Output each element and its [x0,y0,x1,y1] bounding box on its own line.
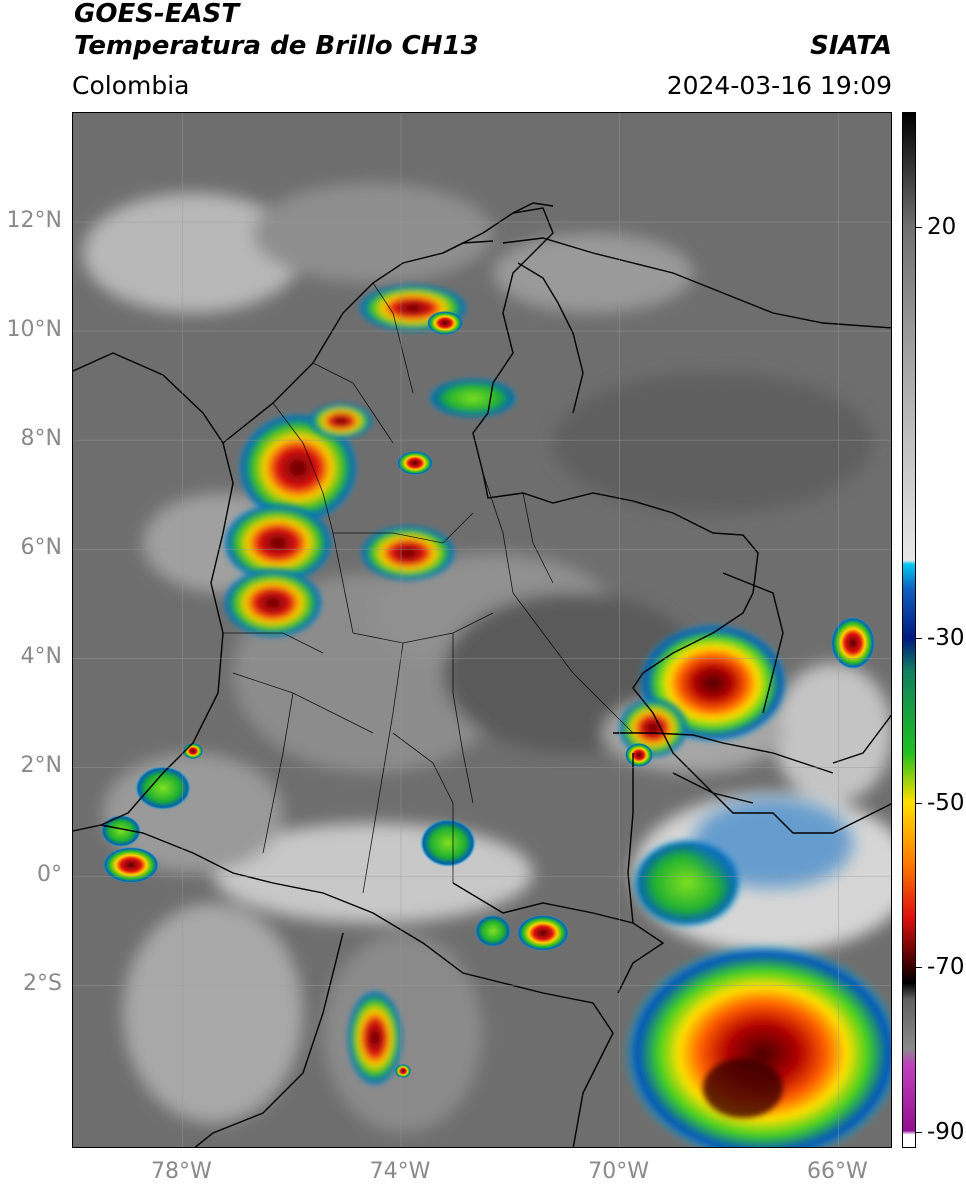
lat-tick-label: 8°N [20,426,62,452]
lat-tick-label: 4°N [20,644,62,670]
satellite-map [73,113,891,1147]
lat-tick-label: 0° [37,862,62,888]
colorbar-tick [916,802,922,804]
lat-tick-label: 2°S [23,971,62,997]
colorbar-tick-label: -30 [927,625,965,652]
colorbar-tick [916,638,922,640]
lat-tick-label: 12°N [6,208,62,234]
colorbar-tick-label: -50 [927,789,965,816]
lat-tick-label: 10°N [6,317,62,343]
department-borders [223,282,634,894]
borders [73,202,891,1147]
colorbar-tick [916,967,922,969]
product-title: Temperatura de Brillo CH13 [74,31,479,61]
colorbar-tick-label: -70 [927,954,965,981]
colorbar-tick-label: 20 [927,214,957,241]
lon-tick-label: 78°W [150,1159,212,1184]
organization-label: SIATA [810,31,892,61]
region-label: Colombia [72,71,190,100]
colorbar [902,112,916,1148]
lon-tick-label: 70°W [588,1159,650,1184]
satellite-title: GOES-EAST [74,0,240,29]
colorbar-tick [916,1131,922,1133]
lon-tick-label: 66°W [806,1159,868,1184]
colorbar-tick [916,227,922,229]
gridlines [73,113,891,1147]
storm-cells [101,284,891,1147]
lat-tick-label: 2°N [20,753,62,779]
lat-tick-label: 6°N [20,535,62,561]
map-panel [72,112,892,1148]
lon-tick-label: 74°W [369,1159,431,1184]
datetime-label: 2024-03-16 19:09 [666,71,892,100]
colorbar-tick-label: -90 [927,1118,965,1145]
